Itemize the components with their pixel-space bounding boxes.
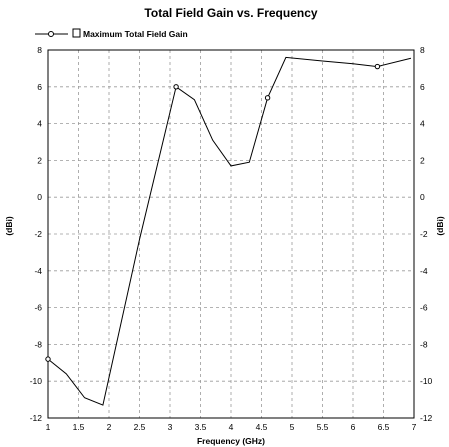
y-tick-label-right: 4: [420, 119, 425, 129]
y-tick-label-left: 4: [37, 119, 42, 129]
y-tick-label-right: 0: [420, 192, 425, 202]
x-tick-label: 2.5: [134, 422, 146, 432]
y-tick-label-left: -2: [34, 229, 42, 239]
y-axis-right-ticks: 8 6 4 2 0 -2 -4 -6 -8 -10 -12: [420, 45, 433, 423]
y-tick-label-right: -8: [420, 339, 428, 349]
y-tick-label-left: 6: [37, 82, 42, 92]
legend: Maximum Total Field Gain: [35, 28, 188, 39]
y-tick-label-right: -10: [420, 376, 433, 386]
legend-label: Maximum Total Field Gain: [83, 29, 188, 39]
series-marker: [173, 84, 179, 90]
y-tick-label-left: 0: [37, 192, 42, 202]
y-axis-label-left: (dBi): [4, 216, 14, 236]
y-tick-label-right: -12: [420, 413, 433, 423]
y-tick-label-right: 2: [420, 155, 425, 165]
x-tick-label: 1.5: [73, 422, 85, 432]
series-marker: [264, 95, 271, 101]
x-tick-label: 4: [229, 422, 234, 432]
legend-checkbox[interactable]: [72, 28, 81, 38]
y-tick-label-right: -2: [420, 229, 428, 239]
grid: [48, 50, 414, 418]
y-axis-label-right: (dBi): [435, 216, 445, 236]
series-group: [45, 56, 412, 406]
y-tick-label-left: 2: [37, 155, 42, 165]
plot-area-frame: [47, 49, 415, 419]
x-tick-label: 3.5: [195, 422, 207, 432]
y-tick-label-left: -4: [34, 266, 42, 276]
x-tick-label: 1: [46, 422, 51, 432]
x-tick-label: 6.5: [378, 422, 390, 432]
y-tick-label-left: -8: [34, 339, 42, 349]
y-axis-left-ticks: 8 6 4 2 0 -2 -4 -6 -8 -10 -12: [30, 45, 43, 423]
x-tick-label: 5: [290, 422, 295, 432]
x-tick-label: 6: [351, 422, 356, 432]
series-line: [47, 56, 412, 406]
y-tick-label-right: -4: [420, 266, 428, 276]
y-tick-label-right: 6: [420, 82, 425, 92]
x-tick-label: 2: [107, 422, 112, 432]
legend-marker-swatch: [48, 31, 54, 37]
x-axis-label: Frequency (GHz): [197, 436, 265, 446]
y-tick-label-right: 8: [420, 45, 425, 55]
x-axis-ticks: 1 1.5 2 2.5 3 3.5 4 4.5 5 5.5 6 6.5 7: [46, 422, 417, 432]
x-tick-label: 5.5: [317, 422, 329, 432]
y-tick-label-left: -6: [34, 303, 42, 313]
x-tick-label: 3: [168, 422, 173, 432]
x-tick-label: 4.5: [256, 422, 268, 432]
x-tick-label: 7: [412, 422, 417, 432]
y-tick-label-left: 8: [37, 45, 42, 55]
y-tick-label-left: -12: [30, 413, 43, 423]
series-marker: [45, 356, 51, 362]
y-tick-label-left: -10: [30, 376, 43, 386]
y-tick-label-right: -6: [420, 303, 428, 313]
series-marker: [374, 63, 381, 70]
chart-title: Total Field Gain vs. Frequency: [144, 6, 317, 20]
